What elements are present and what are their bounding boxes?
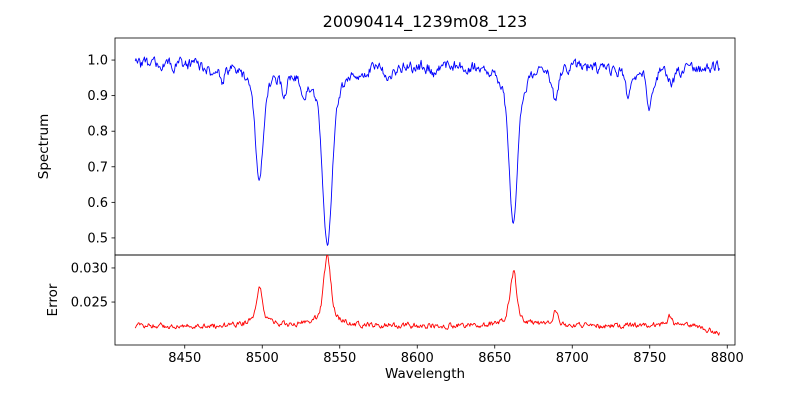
- error-y-axis-label: Error: [45, 283, 61, 316]
- x-tick-label: 8700: [556, 351, 589, 366]
- y-tick-label: 0.7: [87, 160, 108, 175]
- y-tick-label: 0.030: [71, 261, 108, 276]
- y-tick-label: 1.0: [87, 54, 108, 69]
- chart-title: 20090414_1239m08_123: [323, 12, 528, 32]
- x-tick-label: 8550: [323, 351, 356, 366]
- y-tick-label: 0.8: [87, 125, 108, 140]
- y-tick-label: 0.5: [87, 231, 108, 246]
- x-axis-label: Wavelength: [385, 366, 465, 382]
- x-tick-label: 8750: [633, 351, 666, 366]
- x-tick-label: 8650: [478, 351, 511, 366]
- x-tick-label: 8450: [168, 351, 201, 366]
- spectrum-line: [134, 56, 720, 246]
- x-tick-label: 8600: [401, 351, 434, 366]
- error-line: [134, 255, 720, 336]
- error-panel-frame: [114, 254, 736, 346]
- y-tick-label: 0.6: [87, 196, 108, 211]
- data-series: [134, 56, 720, 336]
- spectrum-y-axis-label: Spectrum: [36, 114, 52, 179]
- x-tick-label: 8800: [711, 351, 744, 366]
- x-tick-label: 8500: [246, 351, 279, 366]
- y-tick-label: 0.025: [71, 296, 108, 311]
- y-tick-label: 0.9: [87, 89, 108, 104]
- axes: 0.5 0.6 0.7 0.8 0.9 1.0 0.025 0.030 8450 8500 8550…: [71, 37, 744, 366]
